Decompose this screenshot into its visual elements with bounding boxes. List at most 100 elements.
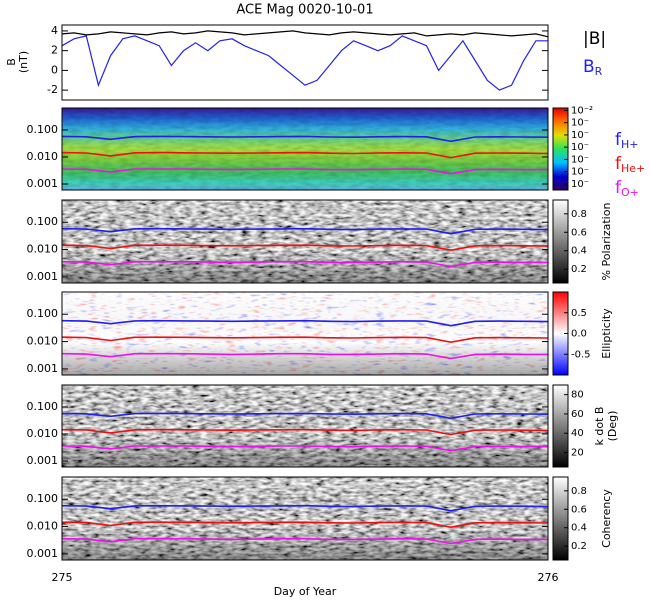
colorbar — [552, 107, 569, 191]
legend-sub: O+ — [621, 186, 639, 199]
y-tick-label: 0.010 — [27, 520, 59, 533]
colorbar-tick-label: 0.5 — [571, 308, 587, 319]
plot-frame — [61, 199, 549, 284]
colorbar-tick-label: 0.8 — [571, 209, 587, 220]
colorbar-label: Ellipticity — [600, 308, 613, 359]
plot-frame — [61, 384, 549, 468]
data-line — [61, 35, 548, 91]
colorbar-tick-label: 0.4 — [571, 523, 587, 534]
colorbar-tick-label: 10⁻ — [571, 118, 589, 129]
colorbar-label: % Polarization — [600, 203, 613, 281]
gyrofrequency-line — [61, 151, 549, 159]
gyrofrequency-line — [61, 244, 549, 252]
plot-frame — [61, 107, 549, 191]
colorbar — [552, 476, 569, 561]
legend-sub: He+ — [621, 162, 645, 175]
colorbar-tick-label: 0.6 — [571, 504, 587, 515]
legend-name: B — [583, 57, 595, 77]
colorbar-tick-label: 10⁻ — [571, 179, 589, 190]
colorbar-tick-label: 0.6 — [571, 227, 587, 238]
colorbar-tick-label: 10⁻ — [571, 142, 589, 153]
y-tick-label: 0.001 — [27, 547, 59, 560]
y-tick-label: 0.100 — [27, 492, 59, 505]
colorbar-label: (Deg) — [606, 411, 619, 442]
legend-name: f — [615, 178, 622, 198]
x-tick-label: 276 — [538, 571, 559, 584]
chart-title: ACE Mag 0020-10-01 — [236, 3, 373, 18]
y-tick-label: 0.010 — [27, 335, 59, 348]
colorbar-tick-label: 10⁻ — [571, 167, 589, 178]
data-line — [61, 30, 549, 38]
y-tick-label: 0.010 — [27, 427, 59, 440]
colorbar-tick-label: 60 — [571, 409, 584, 420]
gyrofrequency-line — [61, 168, 548, 175]
y-tick-label: 0 — [51, 63, 58, 76]
legend-name: f — [615, 154, 622, 174]
spectrogram-shade — [62, 292, 548, 375]
y-tick-label: 0.100 — [27, 307, 59, 320]
legend-label: fH+ — [615, 130, 639, 151]
plot-frame — [61, 291, 549, 376]
colorbar-tick-label: 0.2 — [571, 264, 587, 275]
y-tick-label: 4 — [51, 24, 58, 37]
spectrogram-noise — [62, 108, 548, 190]
colorbar-tick-label: 10⁻² — [571, 105, 593, 116]
colorbar — [552, 199, 569, 284]
y-tick-label: 0.100 — [27, 123, 59, 136]
gyrofrequency-line — [61, 445, 548, 452]
legend-sub: H+ — [621, 138, 639, 151]
colorbar-label: Coherency — [600, 489, 613, 548]
gyrofrequency-line — [61, 428, 549, 436]
y-tick-label: -2 — [47, 83, 58, 96]
y-axis-unit: (nT) — [17, 51, 30, 73]
colorbar-tick-label: 10⁻ — [571, 154, 589, 165]
y-tick-label: 2 — [51, 44, 58, 57]
legend-sub: R — [595, 65, 603, 78]
gyrofrequency-line — [61, 521, 549, 529]
colorbar-tick-label: 20 — [571, 448, 584, 459]
y-tick-label: 0.100 — [27, 400, 59, 413]
y-tick-label: 0.010 — [27, 150, 59, 163]
legend-label: BR — [583, 57, 603, 78]
legend-name: f — [615, 130, 622, 150]
y-tick-label: 0.100 — [27, 215, 59, 228]
gyrofrequency-line — [61, 336, 549, 344]
y-tick-label: 0.010 — [27, 243, 59, 256]
colorbar-tick-label: 0.2 — [571, 541, 587, 552]
gyrofrequency-line — [61, 227, 549, 235]
plot-frame — [61, 24, 549, 101]
colorbar — [552, 384, 569, 468]
legend-label: fO+ — [615, 178, 639, 199]
colorbar-tick-label: 40 — [571, 428, 584, 439]
colorbar-tick-label: 0.8 — [571, 486, 587, 497]
gyrofrequency-line — [61, 319, 549, 327]
spectrogram-shade — [62, 477, 548, 560]
gyrofrequency-line — [61, 135, 549, 143]
x-tick-label: 275 — [52, 571, 73, 584]
gyrofrequency-line — [61, 537, 548, 545]
spectrogram-shade — [62, 385, 548, 467]
colorbar-tick-label: -0.5 — [571, 349, 591, 360]
colorbar-tick-label: 0.4 — [571, 246, 587, 257]
panels: BR|B|-20240.0010.0100.10010⁻10⁻10⁻10⁻10⁻… — [27, 24, 646, 584]
y-axis-label: B — [5, 58, 18, 66]
gyrofrequency-line — [61, 504, 549, 512]
legend-label: |B| — [583, 29, 606, 49]
gyrofrequency-line — [61, 260, 548, 268]
legend-label: fHe+ — [615, 154, 645, 175]
spectrogram-shade — [62, 200, 548, 283]
x-axis-label: Day of Year — [274, 585, 337, 598]
y-tick-label: 0.001 — [27, 362, 59, 375]
colorbar-tick-label: 0.0 — [571, 329, 587, 340]
gyrofrequency-line — [61, 412, 549, 420]
colorbar-tick-label: 80 — [571, 390, 584, 401]
gyrofrequency-line — [61, 352, 548, 360]
y-tick-label: 0.001 — [27, 454, 59, 467]
colorbar-label: k dot B — [593, 407, 606, 446]
y-tick-label: 0.001 — [27, 177, 59, 190]
colorbar-tick-label: 10⁻ — [571, 130, 589, 141]
legend-name: |B| — [583, 29, 606, 49]
